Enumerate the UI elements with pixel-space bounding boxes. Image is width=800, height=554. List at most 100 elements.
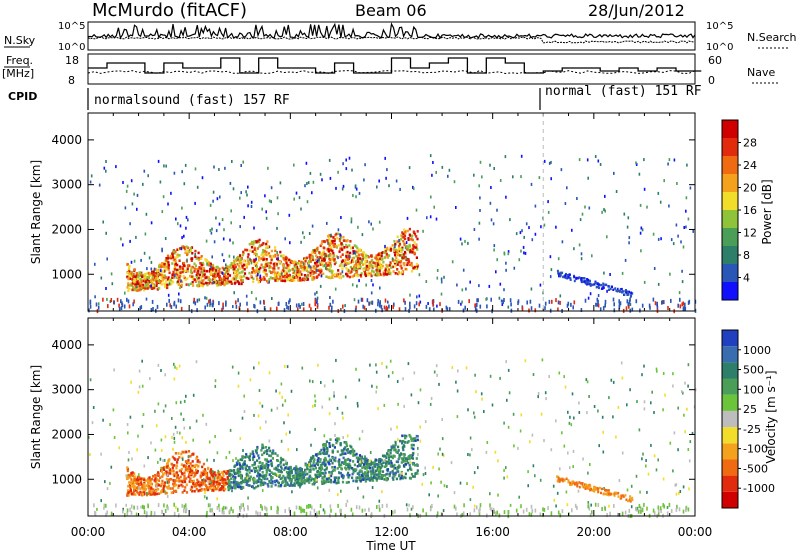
echo-cell (448, 168, 451, 172)
echo-cell (682, 307, 685, 312)
echo-cell (395, 179, 398, 183)
echo-cell (683, 413, 685, 417)
echo-cell (94, 295, 96, 299)
echo-cell (594, 155, 597, 158)
echo-cell (402, 460, 405, 463)
echo-cell (257, 454, 260, 457)
echo-cell (257, 255, 261, 259)
echo-cell (207, 488, 210, 492)
echo-cell (390, 427, 392, 431)
echo-cell (176, 253, 179, 257)
echo-cell (250, 274, 253, 278)
echo-cell (361, 254, 364, 258)
echo-cell (258, 361, 260, 365)
echo-cell (146, 479, 150, 483)
echo-cell (145, 484, 148, 488)
echo-cell (187, 218, 189, 222)
noise-search-line (87, 36, 696, 44)
echo-cell (283, 308, 286, 313)
echo-cell (213, 240, 216, 244)
echo-cell (357, 456, 360, 460)
echo-cell (204, 296, 206, 300)
echo-cell (288, 264, 291, 267)
echo-cell (496, 510, 498, 515)
echo-cell (133, 287, 137, 291)
echo-cell (339, 443, 342, 447)
echo-cell (206, 283, 209, 287)
cpid-mode-1: normalsound (fast) 157 RF (94, 93, 290, 108)
echo-cell (389, 261, 392, 264)
echo-cell (477, 298, 479, 303)
echo-cell (408, 233, 411, 237)
echo-cell (184, 468, 187, 472)
echo-cell (524, 359, 527, 363)
echo-cell (211, 278, 215, 281)
echo-cell (232, 459, 234, 463)
echo-cell (328, 488, 331, 492)
echo-cell (365, 476, 368, 480)
echo-cell (89, 453, 91, 457)
echo-cell (461, 242, 463, 246)
echo-cell (255, 252, 258, 256)
echo-cell (587, 176, 589, 180)
echo-cell (324, 480, 327, 484)
echo-cell (245, 479, 248, 482)
echo-cell (342, 162, 344, 166)
echo-cell (244, 477, 247, 480)
echo-cell (339, 233, 341, 237)
echo-cell (676, 182, 678, 185)
power-cbar-tick-label: 4 (743, 272, 750, 285)
echo-cell (267, 166, 269, 170)
echo-cell (597, 503, 600, 507)
echo-cell (174, 256, 177, 259)
echo-cell (584, 281, 587, 285)
echo-cell (297, 483, 300, 487)
echo-cell (314, 258, 317, 262)
echo-cell (655, 367, 658, 371)
echo-cell (97, 302, 100, 306)
echo-cell (247, 262, 250, 266)
echo-cell (186, 253, 189, 257)
echo-cell (437, 494, 439, 498)
echo-cell (298, 271, 301, 274)
echo-cell (236, 258, 239, 262)
echo-cell (477, 466, 479, 470)
echo-cell (230, 473, 234, 477)
echo-cell (469, 280, 471, 284)
echo-cell (356, 284, 358, 288)
echo-cell (157, 483, 160, 487)
echo-cell (209, 298, 211, 303)
echo-cell (639, 490, 641, 494)
echo-cell (243, 263, 246, 267)
echo-cell (274, 246, 277, 249)
echo-cell (243, 272, 247, 275)
echo-cell (189, 249, 193, 252)
echo-cell (601, 287, 604, 290)
echo-cell (144, 488, 147, 491)
echo-cell (122, 181, 124, 184)
echo-cell (280, 382, 283, 386)
echo-cell (659, 200, 662, 204)
echo-cell (315, 474, 318, 477)
echo-cell (385, 252, 388, 256)
echo-cell (168, 298, 170, 303)
echo-cell (394, 466, 397, 470)
echo-cell (166, 473, 169, 477)
echo-cell (140, 486, 143, 490)
echo-cell (413, 265, 416, 269)
echo-cell (672, 384, 674, 388)
echo-cell (441, 418, 443, 421)
echo-cell (228, 482, 231, 485)
echo-cell (312, 455, 315, 458)
echo-cell (352, 460, 355, 463)
nave-tick-0: 0 (708, 74, 715, 87)
echo-cell (285, 432, 288, 436)
echo-cell (139, 479, 142, 482)
echo-cell (431, 299, 434, 304)
echo-cell (150, 487, 153, 490)
echo-cell (382, 461, 385, 465)
echo-cell (581, 212, 584, 216)
echo-cell (173, 490, 176, 493)
echo-cell (667, 306, 669, 310)
echo-cell (342, 449, 345, 452)
